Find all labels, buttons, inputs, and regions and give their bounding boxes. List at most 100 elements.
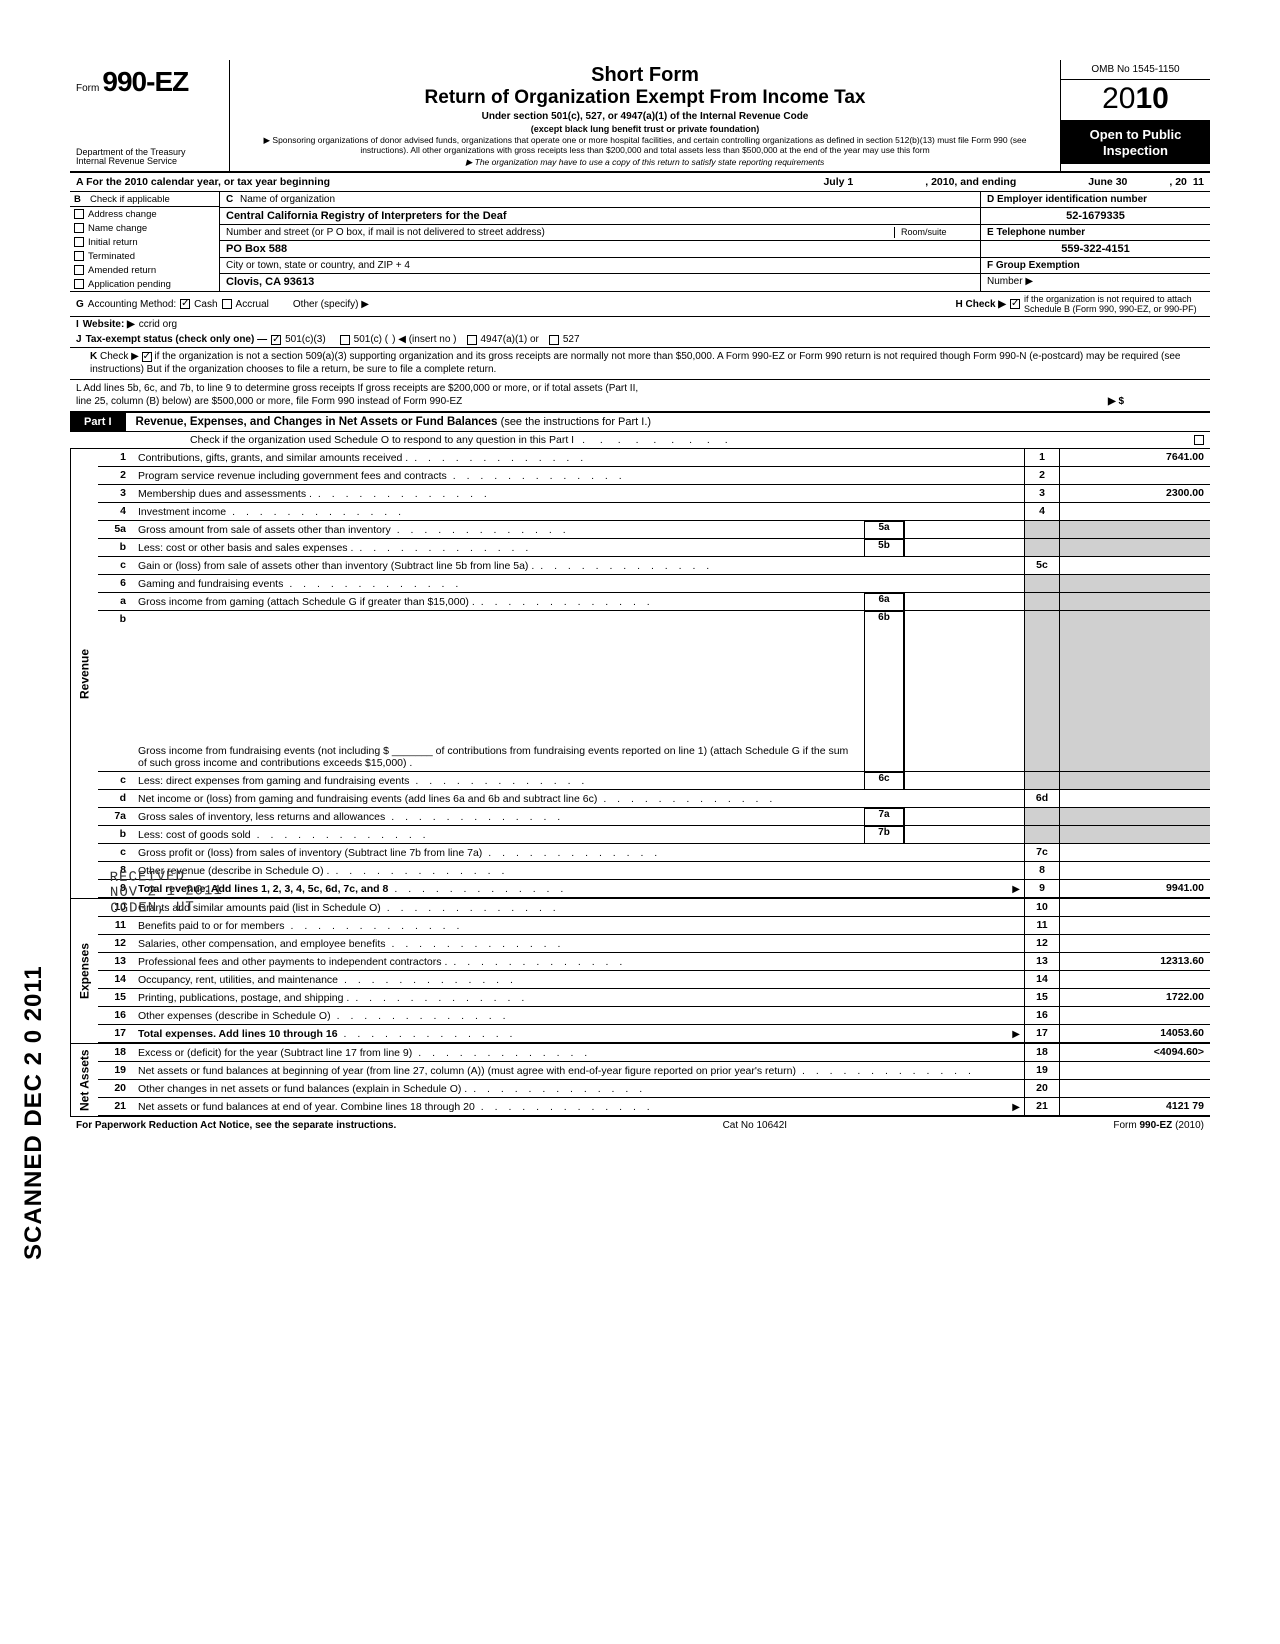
row-number: c [98, 772, 134, 789]
right-num: 16 [1024, 1007, 1060, 1024]
row-desc: Net assets or fund balances at beginning… [134, 1062, 1024, 1079]
val-shade [1060, 575, 1210, 592]
h-rest: if the organization is not required to a… [1024, 294, 1204, 314]
value-cell: <4094.60> [1060, 1044, 1210, 1061]
table-row: 17Total expenses. Add lines 10 through 1… [98, 1025, 1210, 1043]
val-shade [1060, 772, 1210, 789]
right-num: 4 [1024, 503, 1060, 520]
arrow-icon: ▶ [1012, 1029, 1020, 1040]
room-label: Room/suite [894, 227, 974, 238]
row-desc: Benefits paid to or for members. . . . .… [134, 917, 1024, 934]
row-desc: Other revenue (describe in Schedule O) .… [134, 862, 1024, 879]
line-i: I Website: ▶ ccrid org [70, 317, 1210, 332]
chk-501c3[interactable] [271, 335, 281, 345]
row-text: Other revenue (describe in Schedule O) . [138, 865, 329, 877]
val-shade [1060, 539, 1210, 556]
val-shade [1060, 611, 1210, 771]
row-desc: Investment income. . . . . . . . . . . .… [134, 503, 1024, 520]
row-text: Gaming and fundraising events [138, 578, 283, 590]
year-begin: July 1 [823, 176, 853, 188]
lbl-cash: Cash [194, 299, 217, 310]
revenue-label: Revenue [70, 449, 98, 898]
row-desc: Program service revenue including govern… [134, 467, 1024, 484]
table-row: cGain or (loss) from sale of assets othe… [98, 557, 1210, 575]
rnum-shade [1024, 611, 1060, 771]
row-desc: Net assets or fund balances at end of ye… [134, 1098, 1024, 1115]
rnum-shade [1024, 593, 1060, 610]
row-text: Gross profit or (loss) from sales of inv… [138, 847, 482, 859]
chk-terminated[interactable] [74, 251, 84, 261]
chk-sched-o[interactable] [1194, 435, 1204, 445]
right-num: 14 [1024, 971, 1060, 988]
value-cell [1060, 1080, 1210, 1097]
value-cell [1060, 971, 1210, 988]
dots: . . . . . . . . . . . . . [338, 1028, 1013, 1040]
right-num: 17 [1024, 1025, 1060, 1042]
table-row: 9Total revenue. Add lines 1, 2, 3, 4, 5c… [98, 880, 1210, 898]
chk-name-change[interactable] [74, 223, 84, 233]
phone: 559-322-4151 [1061, 243, 1130, 255]
row-number: 15 [98, 989, 134, 1006]
chk-527[interactable] [549, 335, 559, 345]
row-number: 18 [98, 1044, 134, 1061]
right-num: 18 [1024, 1044, 1060, 1061]
val-shade [1060, 808, 1210, 825]
chk-k[interactable] [142, 352, 152, 362]
rnum-shade [1024, 808, 1060, 825]
lbl-insert: ) ◀ (insert no ) [392, 334, 456, 345]
right-num: 20 [1024, 1080, 1060, 1097]
chk-address-change[interactable] [74, 209, 84, 219]
part1-label: Part I [70, 413, 126, 431]
footer-right: Form 990-EZ (2010) [1113, 1120, 1204, 1131]
row-desc: Gross amount from sale of assets other t… [134, 521, 864, 538]
dots: . . . . . . . . . . . . . [381, 902, 1020, 914]
chk-app-pending[interactable] [74, 279, 84, 289]
row-number: 13 [98, 953, 134, 970]
dots: . . . . . . . . . . . . . [385, 811, 860, 823]
chk-initial-return[interactable] [74, 237, 84, 247]
chk-accrual[interactable] [222, 299, 232, 309]
row-desc: Less: cost or other basis and sales expe… [134, 539, 864, 556]
value-cell [1060, 1062, 1210, 1079]
lbl-address-change: Address change [88, 209, 157, 220]
chk-501c[interactable] [340, 335, 350, 345]
row-number: b [98, 826, 134, 843]
row-number: c [98, 844, 134, 861]
dots: . . . . . . . . . . . . . [412, 1047, 1020, 1059]
row-desc: Gross income from gaming (attach Schedul… [134, 593, 864, 610]
chk-4947[interactable] [467, 335, 477, 345]
dots: . . . . . . . . . . . . . [312, 488, 1020, 500]
right-num: 2 [1024, 467, 1060, 484]
section-b: B Check if applicable Address change Nam… [70, 192, 220, 291]
chk-cash[interactable] [180, 299, 190, 309]
footer: For Paperwork Reduction Act Notice, see … [70, 1117, 1210, 1134]
table-row: aGross income from gaming (attach Schedu… [98, 593, 1210, 611]
sponsor-note: ▶ Sponsoring organizations of donor advi… [240, 136, 1050, 156]
mini-box: 6c [864, 772, 904, 789]
rnum-shade [1024, 772, 1060, 789]
part1-sub: (see the instructions for Part I.) [501, 416, 651, 428]
mini-box: 5b [864, 539, 904, 556]
row-number: 1 [98, 449, 134, 466]
table-row: 19Net assets or fund balances at beginni… [98, 1062, 1210, 1080]
row-number: b [98, 611, 134, 771]
dots: . . . . . . . . . . . . . [408, 452, 1020, 464]
table-row: 13Professional fees and other payments t… [98, 953, 1210, 971]
row-desc: Contributions, gifts, grants, and simila… [134, 449, 1024, 466]
row-desc: Gross income from fundraising events (no… [134, 611, 864, 771]
dots: . . . . . . . . . . . . . [388, 883, 1012, 895]
org-city: Clovis, CA 93613 [226, 276, 314, 288]
schedule-o-row: Check if the organization used Schedule … [70, 432, 1210, 449]
row-text: Other changes in net assets or fund bala… [138, 1083, 467, 1095]
value-cell: 12313.60 [1060, 953, 1210, 970]
row-number: 19 [98, 1062, 134, 1079]
row-text: Membership dues and assessments . [138, 488, 312, 500]
row-number: d [98, 790, 134, 807]
city-label: City or town, state or country, and ZIP … [226, 260, 410, 271]
row-number: 20 [98, 1080, 134, 1097]
row-text: Gross amount from sale of assets other t… [138, 524, 391, 536]
chk-amended[interactable] [74, 265, 84, 275]
right-num: 5c [1024, 557, 1060, 574]
chk-h[interactable] [1010, 299, 1020, 309]
k-text: if the organization is not a section 509… [90, 351, 1180, 375]
